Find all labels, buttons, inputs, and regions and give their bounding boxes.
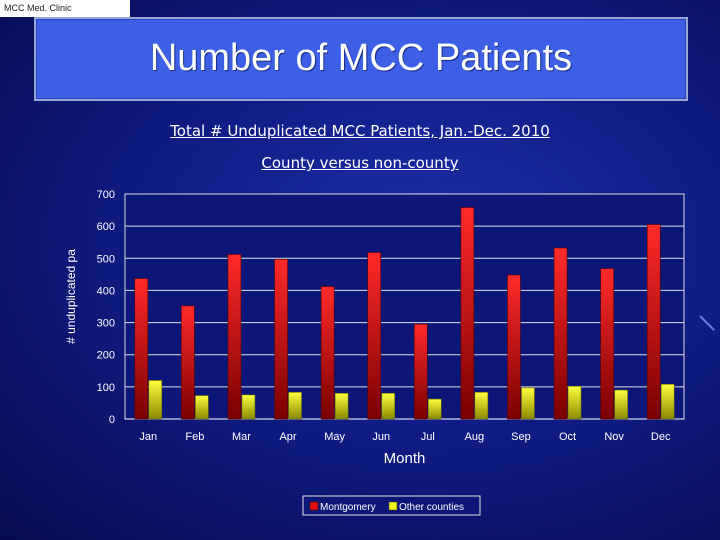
legend-label-other-counties: Other counties [399, 502, 464, 513]
title-box: Number of MCC Patients [34, 17, 688, 101]
y-axis-title: # unduplicated pa [64, 249, 78, 344]
bar-montgomery [134, 278, 149, 420]
legend: Montgomery Other counties [302, 495, 481, 516]
legend-swatch-montgomery [309, 501, 319, 511]
x-tick-label: Sep [511, 431, 531, 443]
bar-montgomery [646, 224, 661, 420]
bar-montgomery [507, 274, 521, 420]
bar-other-counties [148, 380, 163, 420]
bar-other-counties [288, 392, 302, 420]
y-tick-label: 0 [109, 414, 115, 426]
bar-montgomery [274, 258, 288, 420]
x-tick-label: Apr [279, 431, 296, 443]
bar-montgomery [553, 247, 568, 420]
x-tick-label: May [324, 431, 345, 443]
legend-swatch-other-counties [388, 501, 398, 511]
x-tick-label: Jul [421, 431, 435, 443]
bar-montgomery [460, 207, 475, 420]
bar-other-counties [567, 385, 582, 420]
legend-label-montgomery: Montgomery [320, 502, 376, 513]
x-tick-label: Nov [604, 431, 624, 443]
y-tick-label: 400 [97, 285, 115, 297]
x-tick-label: Oct [559, 431, 576, 443]
slide-title: Number of MCC Patients [149, 37, 573, 79]
bar-montgomery [227, 254, 242, 420]
bar-other-counties [381, 392, 396, 420]
bar-other-counties [660, 383, 675, 420]
y-tick-label: 600 [97, 221, 115, 233]
x-tick-label: Dec [651, 431, 671, 443]
bar-montgomery [413, 323, 428, 420]
bar-montgomery [181, 305, 195, 420]
bar-other-counties [427, 398, 442, 420]
corner-label: MCC Med. Clinic [0, 0, 130, 17]
y-tick-label: 300 [97, 318, 115, 330]
chart-subtitle: County versus non-county [261, 154, 459, 172]
bar-montgomery [367, 252, 382, 420]
x-tick-label: Feb [185, 431, 204, 443]
bar-other-counties [614, 389, 628, 420]
x-tick-label: Jan [139, 431, 157, 443]
bar-other-counties [195, 395, 209, 420]
y-tick-label: 700 [97, 189, 115, 201]
y-tick-label: 200 [97, 350, 115, 362]
x-axis-title: Month [384, 450, 426, 467]
y-tick-label: 500 [97, 253, 115, 265]
bar-other-counties [474, 392, 489, 420]
bar-other-counties [521, 387, 535, 420]
y-tick-label: 100 [97, 382, 115, 394]
x-tick-label: Jun [372, 431, 390, 443]
plot-area [124, 193, 685, 420]
bar-montgomery [320, 286, 335, 420]
x-tick-label: Aug [465, 431, 485, 443]
bar-other-counties [241, 394, 256, 420]
bar-other-counties [334, 392, 349, 420]
chart-title: Total # Unduplicated MCC Patients, Jan.-… [170, 122, 550, 140]
bar-montgomery [600, 268, 614, 420]
x-tick-label: Mar [232, 431, 251, 443]
